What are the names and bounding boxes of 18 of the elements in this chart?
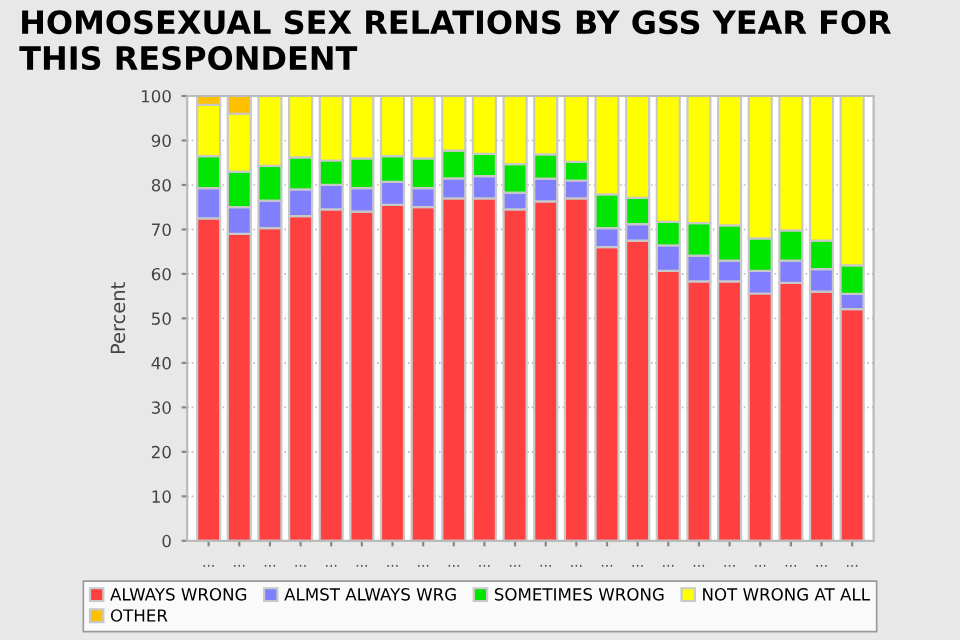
legend-label: ALWAYS WRONG [110, 588, 247, 601]
y-axis-title: Percent [110, 282, 126, 354]
y-tick-label: 10 [152, 490, 171, 503]
chart-title: HOMOSEXUAL SEX RELATIONS BY GSS YEAR FOR THIS RESPONDENT [19, 10, 892, 71]
legend-label: ALMST ALWAYS WRG [284, 588, 456, 601]
y-tick-label: 0 [162, 534, 171, 548]
legend-label: NOT WRONG AT ALL [703, 588, 870, 601]
y-tick-label: 60 [151, 267, 171, 281]
y-tick-label: 30 [151, 401, 171, 414]
y-tick-label: 90 [151, 134, 171, 148]
y-tick-label: 70 [152, 223, 171, 237]
y-tick-label: 20 [151, 445, 171, 459]
y-tick-label: 40 [151, 356, 171, 370]
legend-label: OTHER [110, 609, 168, 622]
y-tick-label: 100 [141, 89, 171, 103]
y-tick-label: 80 [151, 178, 171, 192]
legend-label: SOMETIMES WRONG [494, 588, 664, 601]
y-tick-label: 50 [152, 312, 171, 325]
